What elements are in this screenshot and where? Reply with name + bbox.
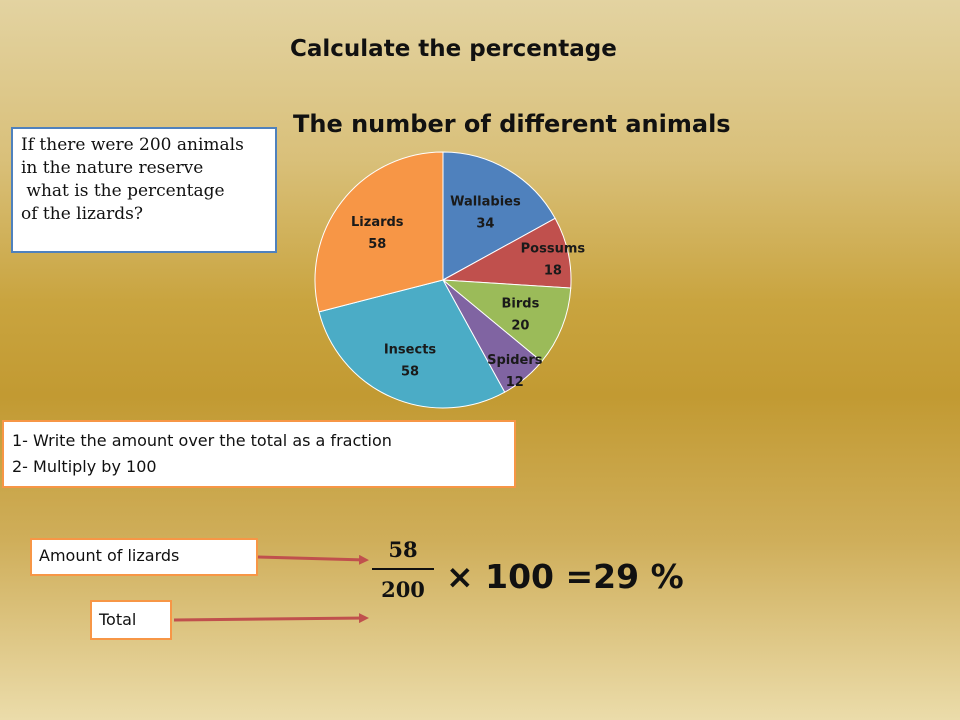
pie-label-value-birds: 20 [511, 319, 529, 334]
pie-label-name-possums: Possums [521, 241, 586, 256]
pie-slice-insects [318, 279, 506, 409]
arrow-to-denominator [173, 613, 369, 624]
step-line: 2- Multiply by 100 [12, 457, 157, 476]
pie-label-name-birds: Birds [501, 297, 539, 312]
total-label: Total [90, 600, 172, 640]
steps-box: 1- Write the amount over the total as a … [2, 420, 516, 488]
amount-of-lizards-label: Amount of lizards [30, 538, 258, 576]
fraction-denominator: 200 [381, 577, 425, 602]
question-line: of the lizards? [21, 204, 143, 224]
pie-label-value-possums: 18 [544, 263, 562, 278]
step-line: 1- Write the amount over the total as a … [12, 431, 392, 450]
pie-label-name-spiders: Spiders [487, 353, 543, 368]
pie-slice-lizards [314, 151, 444, 313]
pie-label-name-insects: Insects [384, 342, 437, 357]
pie-label-value-spiders: 12 [506, 375, 524, 390]
fraction-numerator: 58 [388, 537, 418, 562]
calculation-result: × 100 =29 % [446, 557, 684, 596]
pie-slice-wallabies [442, 151, 556, 281]
question-line: what is the percentage [21, 181, 225, 201]
pie-label-name-wallabies: Wallabies [450, 194, 521, 209]
pie-label-name-lizards: Lizards [351, 215, 404, 230]
fraction: 58 200 [372, 535, 434, 605]
page-title: Calculate the percentage [290, 36, 617, 62]
pie-label-value-wallabies: 34 [476, 216, 494, 231]
question-line: in the nature reserve [21, 158, 204, 178]
chart-title: The number of different animals [293, 110, 731, 138]
question-box: If there were 200 animals in the nature … [11, 127, 277, 253]
pie-slice-birds [441, 279, 572, 363]
arrow-to-numerator [257, 554, 369, 565]
pie-label-value-insects: 58 [401, 364, 419, 379]
question-line: If there were 200 animals [21, 135, 244, 155]
pie-label-value-lizards: 58 [368, 237, 386, 252]
fraction-bar [372, 568, 434, 570]
pie-chart: Wallabies 34 Possums 18 Birds 20 Spiders 12 Inse… [314, 151, 586, 409]
